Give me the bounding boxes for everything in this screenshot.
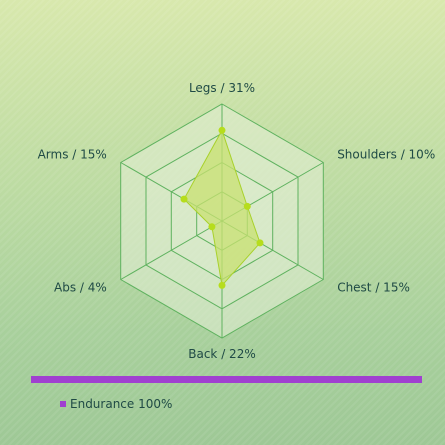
legend-swatch <box>60 401 66 407</box>
axis-label-1: Shoulders / 10% <box>337 148 435 162</box>
data-point-1 <box>243 202 251 210</box>
grid-spoke-4 <box>120 220 223 280</box>
radar-axis-labels: Legs / 31% Shoulders / 10% Chest / 15% Back… <box>38 81 436 361</box>
axis-label-2: Chest / 15% <box>337 281 410 295</box>
data-point-2 <box>256 239 264 247</box>
legend: Endurance 100% <box>60 397 172 411</box>
data-point-0 <box>218 126 226 134</box>
legend-label: Endurance 100% <box>70 397 173 411</box>
axis-label-5: Arms / 15% <box>38 148 107 162</box>
axis-label-4: Abs / 4% <box>54 281 107 295</box>
data-point-4 <box>208 223 216 231</box>
endurance-progress-fill <box>31 376 422 383</box>
data-point-3 <box>218 281 226 289</box>
radar-series <box>180 126 264 289</box>
endurance-progress-bar <box>31 376 422 383</box>
axis-label-3: Back / 22% <box>188 347 255 361</box>
data-point-5 <box>180 195 188 203</box>
axis-label-0: Legs / 31% <box>189 81 255 95</box>
